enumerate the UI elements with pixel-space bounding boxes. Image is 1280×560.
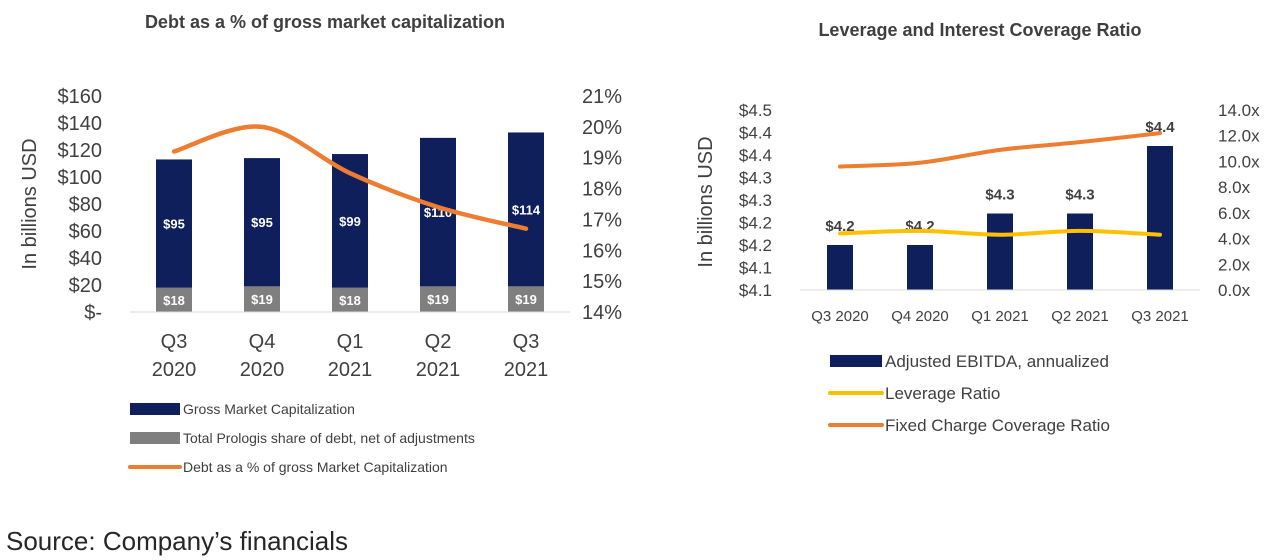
- y2-tick-label: 10.0x: [1218, 152, 1260, 171]
- debt-bar: [332, 287, 368, 312]
- gross-cap-bar-label: $99: [339, 214, 361, 229]
- ebitda-bar-label: $4.4: [1145, 119, 1175, 136]
- ebitda-bar-label: $4.3: [1065, 187, 1094, 204]
- x-tick-label: Q3 2020: [811, 308, 869, 325]
- x-tick-label: Q1 2021: [971, 308, 1029, 325]
- debt-market-cap-chart: Debt as a % of gross market capitalizati…: [19, 12, 622, 475]
- source-note: Source: Company’s financials: [6, 526, 349, 556]
- y2-tick-label: 0.0x: [1218, 281, 1251, 300]
- debt-pct-line: [171, 124, 529, 231]
- y-tick-label: $140: [58, 113, 103, 135]
- y-tick-label: $4.1: [739, 281, 772, 300]
- coverage-ratio-line: [838, 131, 1162, 169]
- y2-tick-label: 14.0x: [1218, 101, 1260, 120]
- legend-gross-cap-swatch: [130, 403, 180, 415]
- chart-title: Debt as a % of gross market capitalizati…: [145, 12, 505, 32]
- y-tick-label: $4.3: [739, 169, 772, 188]
- y-tick-label: $4.3: [739, 191, 772, 210]
- y-tick-label: $4.1: [739, 259, 772, 278]
- y-tick-label: $100: [58, 167, 103, 189]
- y-tick-label: $60: [69, 221, 102, 243]
- debt-bar: [156, 287, 192, 312]
- y-axis-title: In billions USD: [695, 136, 717, 267]
- x-tick-label: Q2: [425, 331, 452, 353]
- debt-bar: [244, 286, 280, 312]
- y2-tick-label: 2.0x: [1218, 255, 1251, 274]
- y2-tick-label: 16%: [582, 240, 622, 262]
- gross-cap-bar: [244, 158, 280, 287]
- legend-coverage-label: Fixed Charge Coverage Ratio: [885, 416, 1110, 435]
- ebitda-bar: [1067, 213, 1093, 290]
- y-tick-label: $4.5: [739, 101, 772, 120]
- x-tick-label: 2021: [416, 359, 461, 381]
- debt-bar: [508, 286, 544, 312]
- x-tick-label: 2021: [328, 359, 373, 381]
- ebitda-bar: [1147, 146, 1173, 290]
- x-tick-label: Q3 2021: [1131, 308, 1189, 325]
- debt-bar: [420, 286, 456, 312]
- x-tick-label: Q3: [161, 331, 188, 353]
- leverage-coverage-chart: Leverage and Interest Coverage Ratio In b…: [695, 20, 1260, 435]
- debt-bar-label: $18: [163, 293, 185, 308]
- debt-bar-label: $19: [427, 292, 449, 307]
- debt-bar-label: $19: [515, 292, 537, 307]
- chart-title: Leverage and Interest Coverage Ratio: [818, 20, 1141, 40]
- x-tick-label: Q4 2020: [891, 308, 949, 325]
- y-tick-label: $4.2: [739, 214, 772, 233]
- debt-bar-label: $19: [251, 292, 273, 307]
- y2-tick-label: 12.0x: [1218, 127, 1260, 146]
- y2-tick-label: 18%: [582, 179, 622, 201]
- legend-debt-label: Total Prologis share of debt, net of adj…: [183, 430, 475, 446]
- y2-tick-label: 17%: [582, 209, 622, 231]
- x-tick-label: Q3: [513, 331, 540, 353]
- y-tick-label: $-: [84, 302, 102, 324]
- legend-gross-cap-label: Gross Market Capitalization: [183, 401, 355, 417]
- x-tick-label: Q2 2021: [1051, 308, 1109, 325]
- y-tick-label: $4.4: [739, 146, 772, 165]
- debt-bar-label: $18: [339, 293, 361, 308]
- x-tick-label: 2020: [240, 359, 285, 381]
- y2-tick-label: 19%: [582, 148, 622, 170]
- legend-ebitda-label: Adjusted EBITDA, annualized: [885, 352, 1109, 371]
- gross-cap-bar-label: $95: [251, 215, 273, 230]
- y2-tick-label: 21%: [582, 86, 622, 108]
- ebitda-bar-label: $4.3: [985, 187, 1014, 204]
- ebitda-bar: [907, 245, 933, 290]
- gross-cap-bar: [508, 132, 544, 287]
- y2-tick-label: 20%: [582, 117, 622, 139]
- legend-ebitda-swatch: [830, 355, 882, 367]
- legend-leverage-label: Leverage Ratio: [885, 384, 1000, 403]
- y-tick-label: $80: [69, 194, 102, 216]
- y-tick-label: $160: [58, 86, 103, 108]
- y2-tick-label: 14%: [582, 302, 622, 324]
- gross-cap-bar-label: $95: [163, 217, 185, 232]
- x-tick-label: Q4: [249, 331, 276, 353]
- y-tick-label: $20: [69, 275, 102, 297]
- gross-cap-bar-label: $114: [512, 202, 541, 217]
- y-tick-label: $4.2: [739, 236, 772, 255]
- ebitda-bar: [987, 213, 1013, 290]
- y-tick-label: $120: [58, 140, 103, 162]
- y2-tick-label: 6.0x: [1218, 204, 1251, 223]
- x-tick-label: Q1: [337, 331, 364, 353]
- gross-cap-bar: [156, 159, 192, 288]
- legend-debt-swatch: [130, 432, 180, 444]
- ebitda-bar-label: $4.2: [825, 218, 854, 235]
- y2-tick-label: 8.0x: [1218, 178, 1251, 197]
- y-axis-title: In billions USD: [19, 138, 41, 269]
- leverage-ratio-line: [838, 228, 1162, 237]
- x-tick-label: 2020: [152, 359, 197, 381]
- x-tick-label: 2021: [504, 359, 549, 381]
- y-tick-label: $4.4: [739, 124, 772, 143]
- legend-debt-pct-label: Debt as a % of gross Market Capitalizati…: [183, 459, 448, 475]
- y2-tick-label: 4.0x: [1218, 230, 1251, 249]
- y-tick-label: $40: [69, 248, 102, 270]
- y2-tick-label: 15%: [582, 271, 622, 293]
- ebitda-bar: [827, 245, 853, 290]
